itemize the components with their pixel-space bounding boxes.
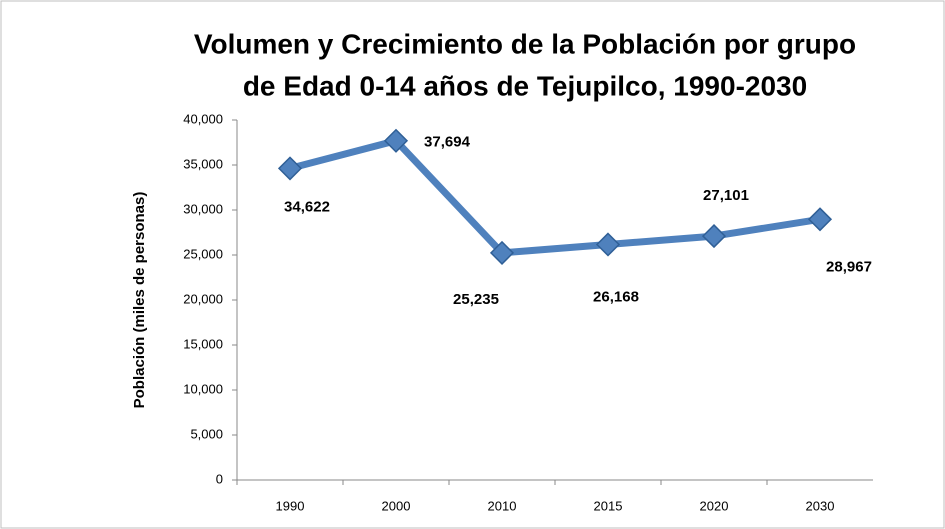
x-tick-label: 2015 [594, 498, 623, 513]
x-tick-label: 2030 [806, 498, 835, 513]
data-label: 37,694 [424, 134, 471, 151]
chart-title: Volumen y Crecimiento de la Población po… [194, 28, 856, 59]
chart-title: de Edad 0-14 años de Tejupilco, 1990-203… [243, 70, 807, 101]
x-tick-label: 2020 [700, 498, 729, 513]
line-series [289, 137, 821, 257]
y-tick-label: 40,000 [183, 111, 223, 126]
data-label: 34,622 [284, 198, 330, 215]
marker [807, 207, 833, 232]
y-tick-label: 20,000 [183, 291, 223, 306]
y-axis-label: Población (miles de personas) [131, 192, 148, 409]
marker [489, 240, 515, 265]
y-tick-label: 25,000 [183, 246, 223, 261]
marker [277, 156, 303, 181]
x-tick-label: 2010 [488, 498, 517, 513]
y-tick-label: 10,000 [183, 381, 223, 396]
data-label: 27,101 [703, 187, 749, 204]
marker [701, 224, 727, 249]
y-tick-label: 30,000 [183, 201, 223, 216]
data-label: 25,235 [453, 291, 499, 308]
y-tick-label: 35,000 [183, 156, 223, 171]
y-tick-label: 15,000 [183, 336, 223, 351]
y-tick-label: 0 [216, 471, 223, 486]
y-tick-label: 5,000 [190, 426, 223, 441]
data-label: 28,967 [826, 258, 872, 275]
marker [595, 232, 621, 257]
marker [383, 128, 409, 153]
data-label: 26,168 [593, 288, 639, 305]
x-tick-label: 1990 [276, 498, 305, 513]
x-tick-label: 2000 [382, 498, 411, 513]
